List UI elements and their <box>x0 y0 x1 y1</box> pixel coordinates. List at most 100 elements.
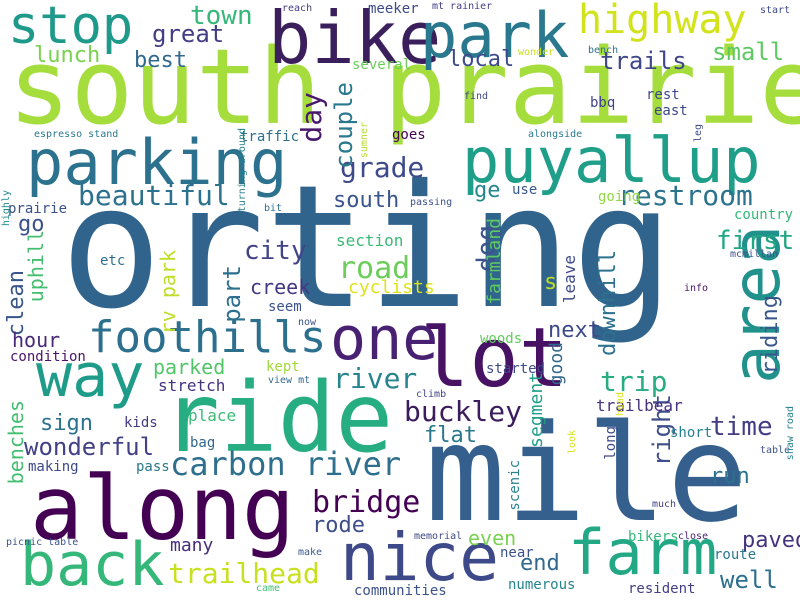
word: info <box>684 283 709 294</box>
word: time <box>710 412 773 442</box>
word: short <box>670 425 713 441</box>
word: head <box>615 392 626 417</box>
word: mile <box>425 396 748 552</box>
word: trails <box>600 47 687 75</box>
word: leave <box>560 255 579 304</box>
word: day <box>295 92 328 143</box>
word: scenic <box>507 460 523 511</box>
word: go <box>18 212 45 237</box>
word: start <box>760 5 791 16</box>
word: segment <box>526 372 547 448</box>
word: bag <box>190 435 216 451</box>
word: ge <box>474 178 501 203</box>
word: close <box>678 531 709 542</box>
word: use <box>512 182 538 198</box>
word: came <box>256 583 281 594</box>
word: city <box>244 236 307 266</box>
word: buckley <box>404 395 523 428</box>
word: way <box>36 341 145 411</box>
word: etc <box>100 253 126 269</box>
word: seem <box>268 299 302 315</box>
word: resident <box>628 581 696 597</box>
word: great <box>152 20 225 48</box>
word: small <box>712 38 785 66</box>
word: back <box>20 530 165 600</box>
word: shaw road <box>785 406 796 461</box>
word: south prairie <box>8 26 800 148</box>
word: condition <box>10 349 86 365</box>
word: puyallup <box>462 124 761 197</box>
word: making <box>28 459 79 475</box>
word: creek <box>250 275 311 299</box>
word: good <box>546 342 567 386</box>
word: started <box>486 361 546 377</box>
word: near <box>500 545 534 561</box>
word: long <box>603 426 619 460</box>
word: bbq <box>590 95 616 111</box>
word: bikers <box>628 529 679 545</box>
word: farmland <box>484 218 505 305</box>
word: ride <box>162 362 394 474</box>
word: bridge <box>312 485 421 520</box>
word: paved <box>742 528 800 553</box>
word: flat <box>424 423 477 448</box>
word: look <box>567 430 578 455</box>
word: carbon river <box>170 445 402 483</box>
word: meeker <box>368 1 419 17</box>
word: cyclists <box>348 277 435 298</box>
word: many <box>170 535 214 556</box>
word: road <box>338 251 411 286</box>
word: mcmillan <box>730 249 779 260</box>
word: next <box>548 318 601 343</box>
word: going <box>598 189 641 205</box>
word: bike <box>268 0 442 80</box>
word: bit <box>264 203 283 214</box>
word: trailhead <box>168 557 320 590</box>
word: part <box>218 265 246 323</box>
word: prairie <box>8 201 68 217</box>
word: parking <box>26 126 288 199</box>
word: mt rainier <box>432 1 493 12</box>
word: hour <box>12 328 61 352</box>
word: sumner <box>359 122 370 159</box>
word: table <box>760 445 791 456</box>
word: communities <box>354 583 447 599</box>
word: along <box>30 457 295 560</box>
word: wonderful <box>24 433 155 461</box>
word: wonder <box>518 47 555 58</box>
word: first <box>716 226 795 256</box>
word: one <box>330 304 439 374</box>
word: trip <box>600 365 668 398</box>
word: orting <box>60 149 675 347</box>
word: benches <box>4 400 28 485</box>
word: section <box>336 231 404 250</box>
word: foothills <box>88 312 327 363</box>
word: lot <box>420 311 569 406</box>
word: east <box>654 103 688 119</box>
word: uphill <box>24 230 48 303</box>
word: kept <box>266 359 300 375</box>
word: highway <box>578 0 747 43</box>
word: river <box>333 362 418 395</box>
word: make <box>298 547 323 558</box>
word: pass <box>136 459 170 475</box>
word: alongside <box>528 129 583 140</box>
word: s <box>544 270 558 295</box>
word: bench <box>588 45 619 56</box>
word: numerous <box>508 577 576 593</box>
word: end <box>520 551 560 576</box>
word: farm <box>568 516 718 589</box>
word: place <box>188 406 237 425</box>
word: kids <box>124 415 158 431</box>
word: rest <box>646 87 680 103</box>
word: view mt <box>268 375 311 386</box>
word: beautiful <box>78 179 230 212</box>
word: nice <box>340 519 499 596</box>
word: best <box>134 48 187 73</box>
word: climb <box>416 389 447 400</box>
word: find <box>464 91 489 102</box>
word: restroom <box>618 179 753 212</box>
word: parked <box>153 355 226 379</box>
word: trailbear <box>596 396 683 415</box>
